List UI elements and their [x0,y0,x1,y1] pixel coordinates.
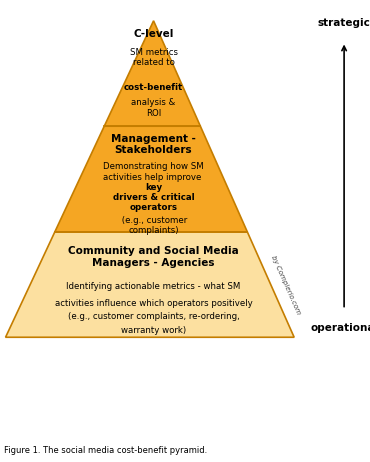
Text: key
drivers & critical
operators: key drivers & critical operators [113,182,194,213]
Text: by Complerio.com: by Complerio.com [270,254,301,315]
Text: Demonstrating how SM
activities help improve: Demonstrating how SM activities help imp… [103,163,204,182]
Text: C-level: C-level [133,29,174,39]
Text: (e.g., customer complaints, re-ordering,: (e.g., customer complaints, re-ordering, [68,312,239,322]
Text: warranty work): warranty work) [121,326,186,335]
Polygon shape [55,126,247,232]
Text: operational: operational [310,323,370,333]
Text: Figure 1. The social media cost-benefit pyramid.: Figure 1. The social media cost-benefit … [4,446,207,455]
Text: analysis &
ROI: analysis & ROI [131,98,176,118]
Text: (e.g., customer
complaints): (e.g., customer complaints) [120,216,188,235]
Text: cost-benefit: cost-benefit [124,83,183,92]
Text: strategic: strategic [318,18,370,28]
Text: actionable metrics: actionable metrics [117,282,208,292]
Text: SM metrics
related to: SM metrics related to [130,48,178,67]
Text: activities influence which operators positively: activities influence which operators pos… [55,298,252,308]
Text: Community and Social Media
Managers - Agencies: Community and Social Media Managers - Ag… [68,246,239,267]
Polygon shape [104,21,201,126]
Text: Management -
Stakeholders: Management - Stakeholders [111,134,196,155]
Polygon shape [6,232,294,337]
Text: Identifying actionable metrics - what SM: Identifying actionable metrics - what SM [66,282,241,292]
